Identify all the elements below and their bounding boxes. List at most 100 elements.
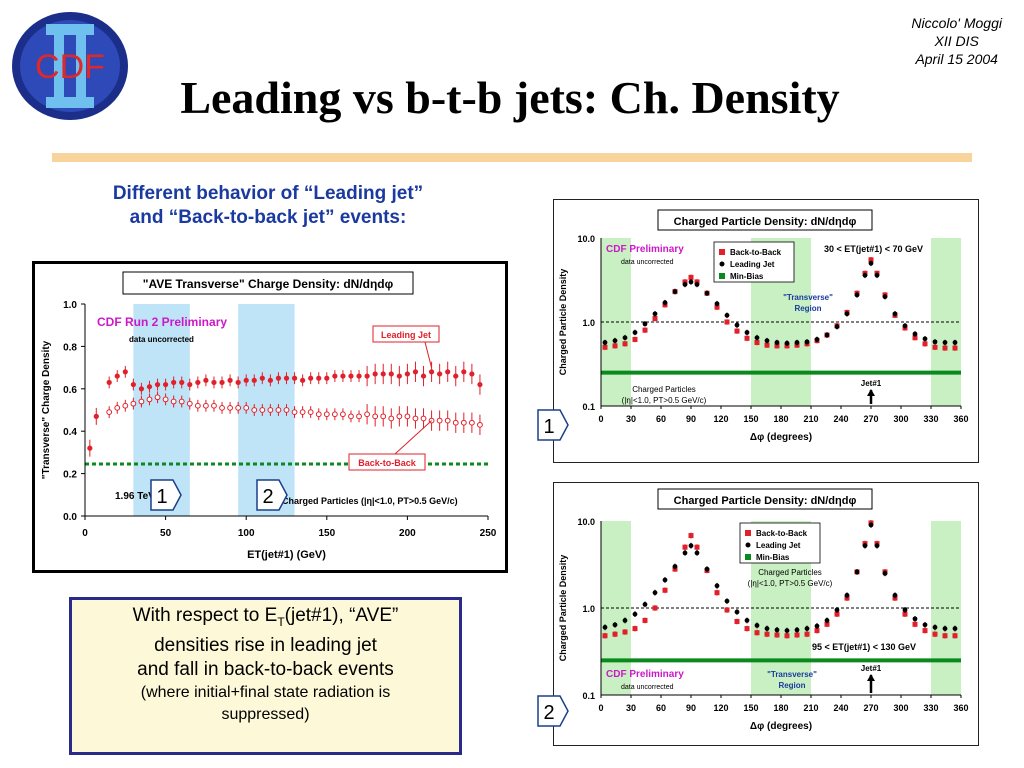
x-tick-label: 30 (626, 703, 636, 713)
x-tick-label: 200 (399, 528, 416, 539)
author-name: Niccolo' Moggi (911, 15, 1002, 31)
leading-jet-point (612, 338, 618, 344)
chart-title-box (657, 488, 873, 510)
back-to-back-point (932, 631, 938, 637)
leading-jet-point (672, 289, 678, 295)
back-to-back-point (694, 544, 700, 550)
x-tick-label: 360 (953, 703, 968, 713)
back-to-back-point (130, 400, 137, 407)
leading-jet-point (203, 377, 209, 383)
x-tick-label: 90 (686, 703, 696, 713)
back-to-back-point (952, 633, 958, 639)
back-to-back-point (932, 344, 938, 350)
legend-marker (745, 542, 751, 548)
y-tick-label: 0.1 (582, 691, 595, 701)
leading-jet-point (163, 381, 169, 388)
badge-2: 2 (256, 479, 288, 511)
delta-phi-chart-2: Charged Particle Density: dN/dηdφ 0.1 1.0… (553, 482, 979, 746)
badge-2-outside: 2 (537, 695, 569, 727)
back-to-back-point (652, 316, 658, 322)
note-line-4: (where initial+final state radiation is (140, 683, 391, 701)
back-to-back-point (340, 411, 346, 418)
x-tick-label: 120 (713, 703, 728, 713)
x-tick-label: 0 (598, 703, 603, 713)
svg-text:2: 2 (543, 702, 554, 724)
back-to-back-point (122, 402, 129, 409)
leading-jet-point (154, 381, 161, 388)
leading-jet-point (420, 373, 427, 379)
leading-jet-point (834, 324, 840, 330)
legend-marker (719, 273, 725, 279)
back-to-back-point (744, 335, 750, 341)
leading-jet-point (868, 522, 874, 528)
leading-jet-point (682, 282, 688, 287)
badge-2-shape (256, 479, 288, 511)
back-to-back-point (652, 605, 658, 611)
x-tick-label: 90 (686, 414, 696, 424)
back-to-back-point (688, 533, 694, 539)
leading-jet-point (662, 577, 668, 583)
x-tick-label: 60 (656, 703, 666, 713)
leading-jet-point (892, 592, 898, 598)
leading-jet-point (308, 375, 314, 381)
back-to-back-point (622, 629, 628, 635)
back-to-back-point (754, 340, 760, 346)
leading-jet-point (445, 369, 451, 375)
back-to-back-point (602, 344, 608, 350)
date: April 15 2004 (915, 51, 998, 67)
et-range-label: 30 < ET(jet#1) < 70 GeV (824, 244, 923, 254)
leading-jet-point (300, 377, 306, 383)
back-to-back-point (834, 611, 840, 617)
leading-jet-point (844, 311, 850, 317)
leading-jet-point (774, 627, 780, 633)
y-tick-label: 10.0 (577, 517, 595, 527)
x-tick-label: 100 (238, 528, 255, 539)
leading-jet-point (714, 301, 720, 307)
x-tick-label: 120 (713, 414, 728, 424)
legend-label: Leading Jet (730, 260, 775, 269)
legend-label: Min-Bias (730, 272, 764, 281)
back-to-back-point (734, 618, 740, 624)
leading-jet-point (602, 340, 608, 345)
leading-jet-point (171, 379, 177, 386)
leading-jet-point (942, 340, 948, 345)
leading-jet-point (388, 371, 394, 377)
back-to-back-point (227, 404, 233, 411)
leading-jet-point (784, 340, 790, 346)
leading-jet-point (672, 564, 678, 569)
callout-leading: Leading Jet (381, 330, 431, 340)
back-to-back-point (902, 611, 908, 617)
back-to-back-point (764, 342, 770, 348)
leading-jet-point (688, 543, 694, 549)
x-tick-label: 150 (743, 703, 758, 713)
y-tick-label: 0.1 (582, 402, 595, 412)
x-tick-label: 210 (803, 703, 818, 713)
back-to-back-point (186, 400, 193, 407)
leading-jet-point (734, 609, 740, 615)
leading-jet-point (824, 332, 830, 338)
leading-jet-point (461, 369, 467, 375)
prelim-label: CDF Preliminary (606, 669, 684, 680)
x-axis-label: ET(jet#1) (GeV) (247, 549, 326, 561)
back-to-back-point (784, 633, 790, 639)
leading-jet-point (814, 337, 820, 342)
back-to-back-point (824, 621, 830, 627)
x-tick-label: 180 (773, 703, 788, 713)
back-to-back-point (259, 407, 266, 413)
leading-jet-point (211, 379, 217, 386)
leading-jet-point (469, 371, 475, 377)
back-to-back-point (632, 626, 638, 632)
back-to-back-point (912, 621, 918, 627)
leading-jet-point (682, 550, 688, 556)
chart-title-box (657, 209, 873, 231)
back-to-back-point (356, 413, 362, 420)
leading-jet-point (922, 622, 928, 628)
et-range-label: 95 < ET(jet#1) < 130 GeV (812, 642, 916, 652)
back-to-back-point (178, 398, 185, 405)
leading-jet-point (428, 369, 435, 375)
badge-1-shape (150, 479, 182, 511)
callout-btb-line (394, 420, 432, 455)
leading-jet-point (952, 626, 958, 631)
delta-phi-chart-1: Charged Particle Density: dN/dηdφ 0.1 1.0… (553, 199, 979, 463)
